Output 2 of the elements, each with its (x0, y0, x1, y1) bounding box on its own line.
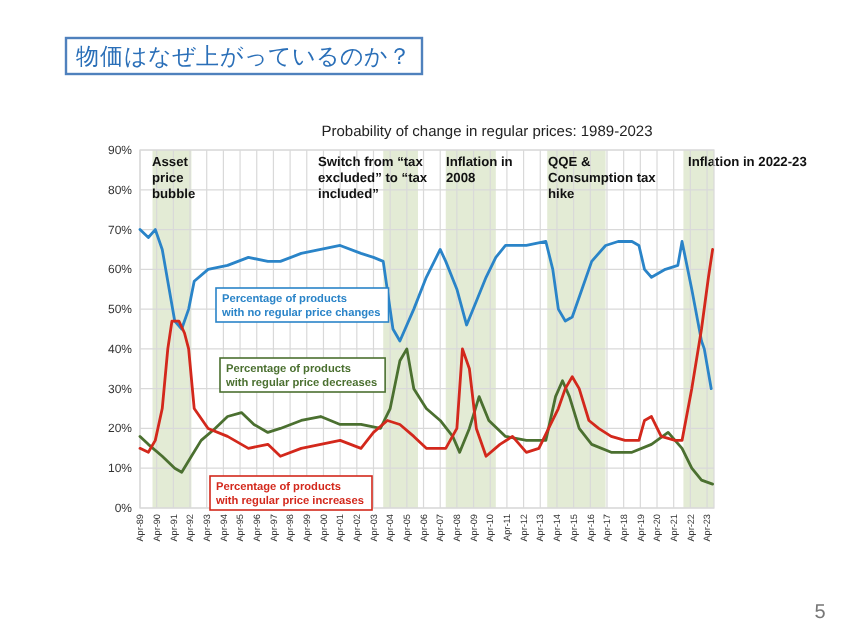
title: 物価はなぜ上がっているのか？ (76, 46, 412, 70)
text: 5 (814, 602, 827, 624)
